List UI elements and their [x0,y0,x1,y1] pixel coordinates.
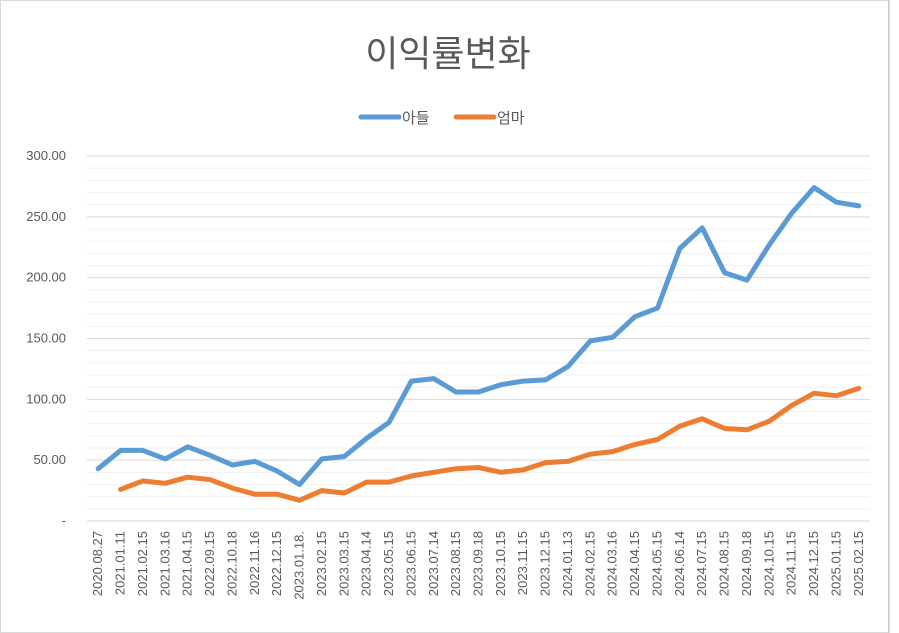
series-line-2 [118,385,862,503]
x-tick-label: 2023.02.15 [314,531,329,596]
x-tick-label: 2024.09.18 [739,531,754,596]
x-tick-label: 2025.02.15 [851,531,866,596]
gridlines [87,155,870,522]
series-line-1 [95,185,862,487]
x-tick-label: 2024.11.15 [784,531,799,595]
x-tick-label: 2024.07.15 [694,531,709,596]
x-tick-label: 2022.11.16 [247,531,262,595]
x-tick-label: 2021.02.15 [135,531,150,596]
x-tick-label: 2023.06.15 [403,531,418,596]
x-axis-ticks: 2020.08.27 2021.01.11 2021.02.15 2021.03.16… [90,531,866,600]
y-tick-label: 150.00 [26,331,66,346]
chart-title: 이익률변화 [365,34,531,75]
legend: 아들 엄마 [358,109,525,127]
x-tick-label: 2023.10.15 [493,531,508,596]
x-tick-label: 2023.12.15 [538,531,553,596]
x-tick-label: 2024.12.15 [806,531,821,596]
x-tick-label: 2023.11.15 [515,531,530,595]
x-tick-label: 2022.09.15 [202,531,217,596]
x-tick-label: 2023.08.15 [448,531,463,596]
x-tick-label: 2023.07.14 [426,531,441,596]
x-tick-label: 2024.06.14 [672,531,687,596]
x-tick-label: 2024.08.15 [717,531,732,596]
x-tick-label: 2022.12.15 [269,531,284,596]
y-axis-ticks: - 50.00 100.00 150.00 200.00 250.00 300.00 [26,148,66,528]
x-tick-label: 2023.03.15 [336,531,351,596]
x-tick-label: 2023.09.18 [471,531,486,596]
x-tick-label: 2021.01.11 [113,531,128,595]
x-tick-label: 2023.01.18. [292,531,307,600]
x-tick-label: 2020.08.27 [90,531,105,596]
x-tick-label: 2024.04.15 [627,531,642,596]
x-tick-label: 2024.02.15 [582,531,597,596]
y-tick-label: 100.00 [26,391,66,406]
x-tick-label: 2022.10.18 [224,531,239,596]
x-tick-label: 2023.05.15 [381,531,396,596]
x-tick-label: 2021.03.16 [157,531,172,596]
y-tick-label: - [62,513,66,528]
y-tick-label: 50.00 [33,452,66,467]
x-tick-label: 2021.04.15 [180,531,195,596]
y-tick-label: 200.00 [26,270,66,285]
y-tick-label: 250.00 [26,209,66,224]
series-lines [95,185,862,503]
x-tick-label: 2025.01.15 [828,531,843,596]
x-tick-label: 2024.01.13 [560,531,575,596]
x-tick-label: 2024.05.15 [649,531,664,596]
x-tick-label: 2023.04.14 [359,531,374,596]
y-tick-label: 300.00 [26,148,66,163]
x-tick-label: 2024.03.16 [605,531,620,596]
legend-label-2: 엄마 [497,109,525,127]
x-tick-label: 2024.10.15 [761,531,776,596]
legend-label-1: 아들 [402,109,430,127]
